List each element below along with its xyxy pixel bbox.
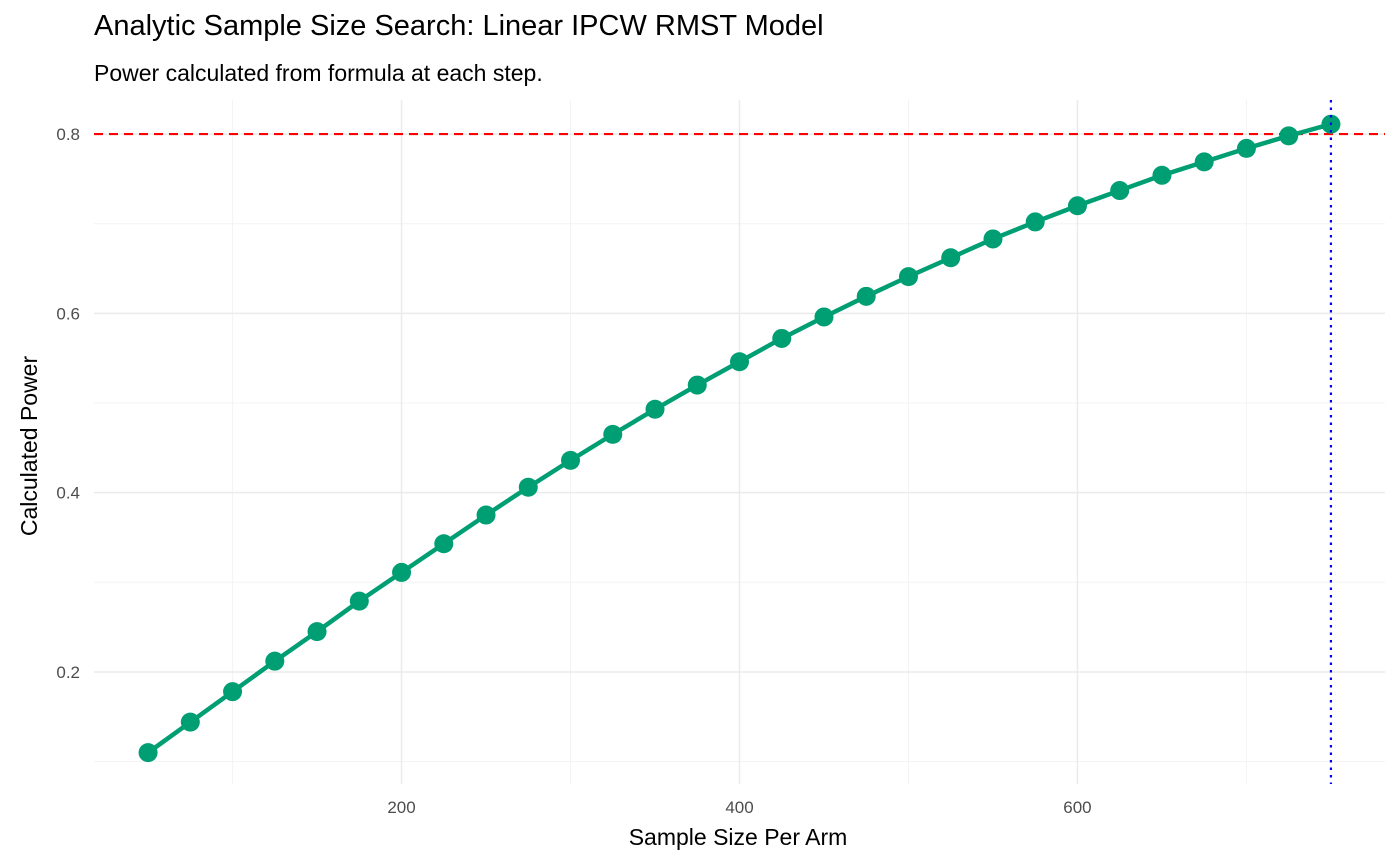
power-series [138, 114, 1341, 763]
data-point [645, 399, 665, 419]
data-point [898, 267, 918, 287]
x-tick-label: 200 [387, 798, 415, 817]
data-point [687, 375, 707, 395]
data-point [349, 591, 369, 611]
data-point [223, 682, 243, 702]
x-tick-label: 400 [725, 798, 753, 817]
x-tick-label: 600 [1063, 798, 1091, 817]
data-point [561, 450, 581, 470]
data-point [1279, 126, 1299, 146]
major-gridlines [94, 100, 1385, 784]
chart-title: Analytic Sample Size Search: Linear IPCW… [94, 10, 824, 42]
data-point [1067, 196, 1087, 216]
data-point [434, 534, 454, 554]
data-point [730, 352, 749, 372]
y-tick-label: 0.4 [56, 484, 80, 503]
data-point [1152, 165, 1172, 185]
data-point [180, 712, 200, 732]
data-point [476, 505, 496, 525]
data-point [138, 743, 158, 763]
y-axis-ticks: 0.2 0.4 0.6 0.8 [56, 125, 80, 682]
data-point [1194, 152, 1214, 172]
y-tick-label: 0.6 [56, 304, 80, 323]
data-point [307, 622, 327, 642]
y-tick-label: 0.2 [56, 663, 80, 682]
y-tick-label: 0.8 [56, 125, 80, 144]
data-point [941, 248, 961, 268]
y-axis-title: Calculated Power [16, 356, 42, 537]
data-point [1025, 212, 1045, 232]
data-point [265, 651, 285, 671]
data-point [814, 307, 834, 327]
x-axis-title: Sample Size Per Arm [629, 824, 848, 850]
chart-subtitle: Power calculated from formula at each st… [94, 60, 543, 86]
data-point [772, 328, 792, 348]
data-point [856, 286, 876, 306]
data-point [392, 562, 412, 582]
data-point [1110, 181, 1130, 201]
x-axis-ticks: 200 400 600 [387, 798, 1091, 817]
data-point [983, 229, 1003, 249]
data-point [518, 477, 538, 497]
data-point [603, 424, 623, 444]
data-point [1236, 138, 1256, 158]
